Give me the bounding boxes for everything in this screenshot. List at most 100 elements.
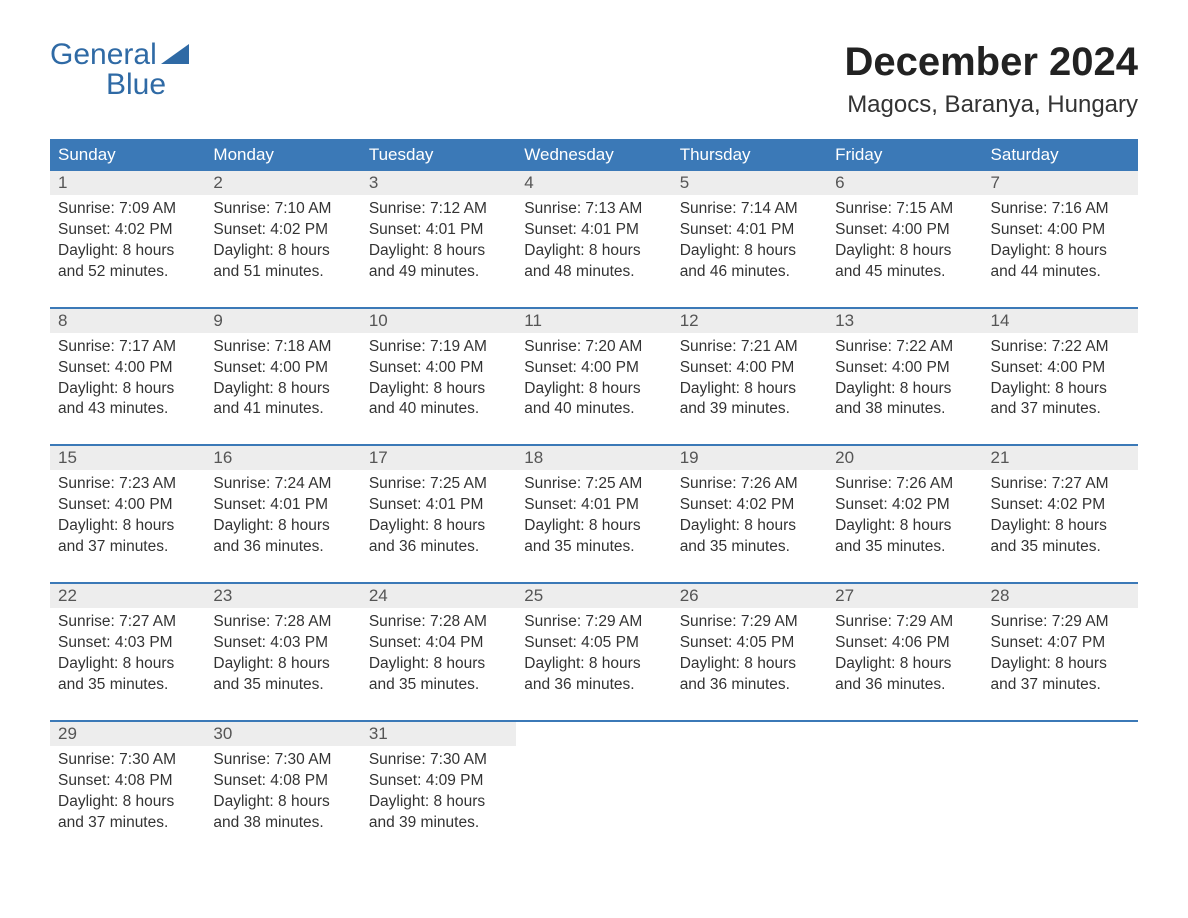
day-number bbox=[516, 722, 671, 746]
calendar-day: 5Sunrise: 7:14 AMSunset: 4:01 PMDaylight… bbox=[672, 171, 827, 291]
day-dl1: Daylight: 8 hours bbox=[524, 241, 663, 262]
day-number: 1 bbox=[50, 171, 205, 195]
day-dl1: Daylight: 8 hours bbox=[213, 792, 352, 813]
calendar-day: 24Sunrise: 7:28 AMSunset: 4:04 PMDayligh… bbox=[361, 584, 516, 704]
calendar-day: 2Sunrise: 7:10 AMSunset: 4:02 PMDaylight… bbox=[205, 171, 360, 291]
day-sunset: Sunset: 4:01 PM bbox=[524, 495, 663, 516]
day-number: 11 bbox=[516, 309, 671, 333]
day-dl1: Daylight: 8 hours bbox=[991, 516, 1130, 537]
calendar-day: 10Sunrise: 7:19 AMSunset: 4:00 PMDayligh… bbox=[361, 309, 516, 429]
day-sunrise: Sunrise: 7:10 AM bbox=[213, 199, 352, 220]
day-sunset: Sunset: 4:00 PM bbox=[991, 220, 1130, 241]
day-body: Sunrise: 7:22 AMSunset: 4:00 PMDaylight:… bbox=[983, 333, 1138, 421]
day-sunset: Sunset: 4:01 PM bbox=[680, 220, 819, 241]
calendar-day: 30Sunrise: 7:30 AMSunset: 4:08 PMDayligh… bbox=[205, 722, 360, 842]
day-dl2: and 35 minutes. bbox=[991, 537, 1130, 558]
day-number: 9 bbox=[205, 309, 360, 333]
day-sunset: Sunset: 4:00 PM bbox=[58, 495, 197, 516]
day-sunrise: Sunrise: 7:13 AM bbox=[524, 199, 663, 220]
calendar-day: 8Sunrise: 7:17 AMSunset: 4:00 PMDaylight… bbox=[50, 309, 205, 429]
day-dl2: and 38 minutes. bbox=[835, 399, 974, 420]
calendar-day: 23Sunrise: 7:28 AMSunset: 4:03 PMDayligh… bbox=[205, 584, 360, 704]
day-number: 22 bbox=[50, 584, 205, 608]
day-number: 4 bbox=[516, 171, 671, 195]
day-number: 21 bbox=[983, 446, 1138, 470]
calendar-column-header: Saturday bbox=[983, 139, 1138, 171]
day-sunrise: Sunrise: 7:27 AM bbox=[58, 612, 197, 633]
day-body: Sunrise: 7:18 AMSunset: 4:00 PMDaylight:… bbox=[205, 333, 360, 421]
page-title: December 2024 bbox=[844, 40, 1138, 85]
day-number: 7 bbox=[983, 171, 1138, 195]
calendar-day: 9Sunrise: 7:18 AMSunset: 4:00 PMDaylight… bbox=[205, 309, 360, 429]
day-dl1: Daylight: 8 hours bbox=[58, 379, 197, 400]
day-number: 5 bbox=[672, 171, 827, 195]
day-sunrise: Sunrise: 7:17 AM bbox=[58, 337, 197, 358]
day-number: 25 bbox=[516, 584, 671, 608]
calendar-day: 21Sunrise: 7:27 AMSunset: 4:02 PMDayligh… bbox=[983, 446, 1138, 566]
day-dl1: Daylight: 8 hours bbox=[213, 379, 352, 400]
page-subtitle: Magocs, Baranya, Hungary bbox=[844, 91, 1138, 119]
day-dl1: Daylight: 8 hours bbox=[835, 379, 974, 400]
day-dl1: Daylight: 8 hours bbox=[369, 654, 508, 675]
day-body: Sunrise: 7:23 AMSunset: 4:00 PMDaylight:… bbox=[50, 470, 205, 558]
day-number: 31 bbox=[361, 722, 516, 746]
day-sunrise: Sunrise: 7:22 AM bbox=[991, 337, 1130, 358]
day-dl1: Daylight: 8 hours bbox=[58, 516, 197, 537]
day-sunrise: Sunrise: 7:29 AM bbox=[991, 612, 1130, 633]
calendar-day: 4Sunrise: 7:13 AMSunset: 4:01 PMDaylight… bbox=[516, 171, 671, 291]
day-body: Sunrise: 7:17 AMSunset: 4:00 PMDaylight:… bbox=[50, 333, 205, 421]
calendar-day: 29Sunrise: 7:30 AMSunset: 4:08 PMDayligh… bbox=[50, 722, 205, 842]
day-sunset: Sunset: 4:02 PM bbox=[835, 495, 974, 516]
day-number: 19 bbox=[672, 446, 827, 470]
calendar-day bbox=[516, 722, 671, 842]
day-number bbox=[983, 722, 1138, 746]
day-sunrise: Sunrise: 7:25 AM bbox=[369, 474, 508, 495]
calendar-column-header: Monday bbox=[205, 139, 360, 171]
day-sunset: Sunset: 4:05 PM bbox=[524, 633, 663, 654]
day-number: 24 bbox=[361, 584, 516, 608]
day-number: 3 bbox=[361, 171, 516, 195]
day-dl2: and 37 minutes. bbox=[991, 675, 1130, 696]
day-number: 10 bbox=[361, 309, 516, 333]
day-number: 28 bbox=[983, 584, 1138, 608]
day-sunset: Sunset: 4:02 PM bbox=[58, 220, 197, 241]
day-sunrise: Sunrise: 7:24 AM bbox=[213, 474, 352, 495]
day-sunset: Sunset: 4:07 PM bbox=[991, 633, 1130, 654]
day-body: Sunrise: 7:30 AMSunset: 4:09 PMDaylight:… bbox=[361, 746, 516, 834]
day-dl1: Daylight: 8 hours bbox=[835, 654, 974, 675]
calendar-day: 26Sunrise: 7:29 AMSunset: 4:05 PMDayligh… bbox=[672, 584, 827, 704]
day-sunrise: Sunrise: 7:29 AM bbox=[835, 612, 974, 633]
day-dl1: Daylight: 8 hours bbox=[680, 241, 819, 262]
day-dl2: and 36 minutes. bbox=[213, 537, 352, 558]
day-dl2: and 52 minutes. bbox=[58, 262, 197, 283]
day-dl2: and 35 minutes. bbox=[369, 675, 508, 696]
day-body: Sunrise: 7:26 AMSunset: 4:02 PMDaylight:… bbox=[672, 470, 827, 558]
day-sunset: Sunset: 4:00 PM bbox=[835, 358, 974, 379]
day-number bbox=[827, 722, 982, 746]
day-body: Sunrise: 7:29 AMSunset: 4:05 PMDaylight:… bbox=[672, 608, 827, 696]
day-body: Sunrise: 7:10 AMSunset: 4:02 PMDaylight:… bbox=[205, 195, 360, 283]
day-sunrise: Sunrise: 7:29 AM bbox=[524, 612, 663, 633]
day-dl2: and 40 minutes. bbox=[369, 399, 508, 420]
day-body: Sunrise: 7:27 AMSunset: 4:02 PMDaylight:… bbox=[983, 470, 1138, 558]
day-dl1: Daylight: 8 hours bbox=[369, 379, 508, 400]
day-sunset: Sunset: 4:00 PM bbox=[991, 358, 1130, 379]
day-number: 30 bbox=[205, 722, 360, 746]
calendar-day: 17Sunrise: 7:25 AMSunset: 4:01 PMDayligh… bbox=[361, 446, 516, 566]
day-body: Sunrise: 7:24 AMSunset: 4:01 PMDaylight:… bbox=[205, 470, 360, 558]
day-number: 27 bbox=[827, 584, 982, 608]
calendar-day: 7Sunrise: 7:16 AMSunset: 4:00 PMDaylight… bbox=[983, 171, 1138, 291]
calendar-column-header: Wednesday bbox=[516, 139, 671, 171]
day-number bbox=[672, 722, 827, 746]
day-number: 6 bbox=[827, 171, 982, 195]
day-dl2: and 35 minutes. bbox=[58, 675, 197, 696]
calendar-day: 25Sunrise: 7:29 AMSunset: 4:05 PMDayligh… bbox=[516, 584, 671, 704]
day-number: 15 bbox=[50, 446, 205, 470]
day-dl1: Daylight: 8 hours bbox=[213, 654, 352, 675]
calendar-day: 15Sunrise: 7:23 AMSunset: 4:00 PMDayligh… bbox=[50, 446, 205, 566]
day-sunrise: Sunrise: 7:18 AM bbox=[213, 337, 352, 358]
day-number: 20 bbox=[827, 446, 982, 470]
logo: General Blue bbox=[50, 40, 189, 100]
calendar-week: 1Sunrise: 7:09 AMSunset: 4:02 PMDaylight… bbox=[50, 171, 1138, 291]
day-body: Sunrise: 7:20 AMSunset: 4:00 PMDaylight:… bbox=[516, 333, 671, 421]
